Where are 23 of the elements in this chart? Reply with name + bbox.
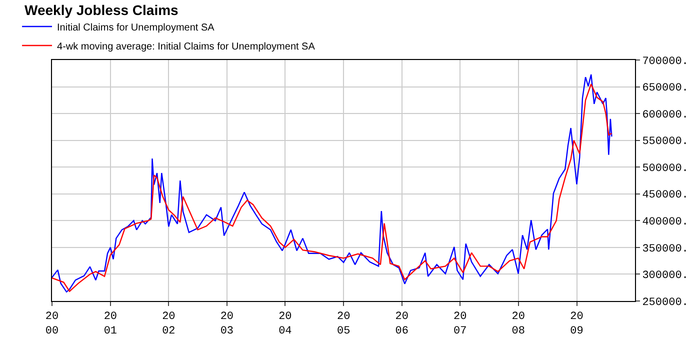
y-tick-label: 400000. <box>642 216 688 229</box>
y-tick-label: 550000. <box>642 136 688 148</box>
y-tick-label: 500000. <box>642 162 688 175</box>
y-tick-label: 350000. <box>642 243 688 256</box>
x-tick-label: 20 08 <box>512 311 525 338</box>
y-tick-label: 650000. <box>642 82 688 95</box>
x-tick-label: 20 09 <box>570 311 584 338</box>
x-tick-label: 20 04 <box>278 311 292 338</box>
x-tick-label: 20 01 <box>104 311 118 338</box>
x-tick-label: 20 00 <box>45 311 59 338</box>
x-tick-label: 20 03 <box>220 311 234 338</box>
legend-label: 4-wk moving average: Initial Claims for Unemployment SA <box>57 41 316 52</box>
x-tick-label: 20 06 <box>395 311 408 338</box>
y-tick-label: 600000. <box>642 109 688 122</box>
chart-title: Weekly Jobless Claims <box>24 2 179 18</box>
y-tick-label: 300000. <box>642 270 688 282</box>
y-tick-label: 450000. <box>642 190 688 202</box>
x-tick-label: 20 05 <box>336 311 350 338</box>
x-tick-label: 20 02 <box>162 311 176 338</box>
y-tick-label: 250000. <box>642 296 688 309</box>
y-tick-label: 700000. <box>642 56 688 68</box>
legend-label: Initial Claims for Unemployment SA <box>57 22 215 34</box>
x-tick-label: 20 07 <box>453 311 467 338</box>
